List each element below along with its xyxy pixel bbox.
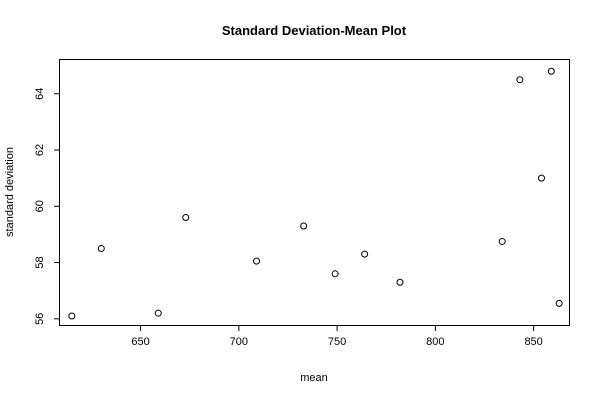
data-point xyxy=(516,76,524,84)
x-tick-label: 850 xyxy=(524,336,542,348)
data-point xyxy=(555,299,563,307)
data-point xyxy=(396,278,404,286)
y-axis-label: standard deviation xyxy=(4,147,16,237)
y-tick-label: 56 xyxy=(34,313,46,325)
x-tick-label: 750 xyxy=(328,336,346,348)
data-point xyxy=(154,309,162,317)
data-point xyxy=(361,250,369,258)
data-point xyxy=(68,312,76,320)
y-tick-label: 62 xyxy=(34,144,46,156)
x-tick-label: 800 xyxy=(426,336,444,348)
x-axis: 650 700 750 800 850 xyxy=(131,325,543,348)
data-point xyxy=(253,257,261,265)
data-point xyxy=(537,174,545,182)
data-point xyxy=(97,244,105,252)
chart-title: Standard Deviation-Mean Plot xyxy=(222,23,407,38)
data-point xyxy=(182,214,190,222)
data-point xyxy=(498,237,506,245)
data-point xyxy=(300,222,308,230)
x-axis-label: mean xyxy=(300,372,328,384)
y-axis: 56 58 60 62 64 xyxy=(34,88,60,325)
y-tick-label: 58 xyxy=(34,256,46,268)
x-tick-label: 700 xyxy=(230,336,248,348)
x-tick-label: 650 xyxy=(131,336,149,348)
y-tick-label: 60 xyxy=(34,200,46,212)
data-points xyxy=(68,67,563,320)
data-point xyxy=(331,270,339,278)
plot-frame xyxy=(59,59,570,326)
data-point xyxy=(547,67,555,75)
y-tick-label: 64 xyxy=(34,88,46,100)
